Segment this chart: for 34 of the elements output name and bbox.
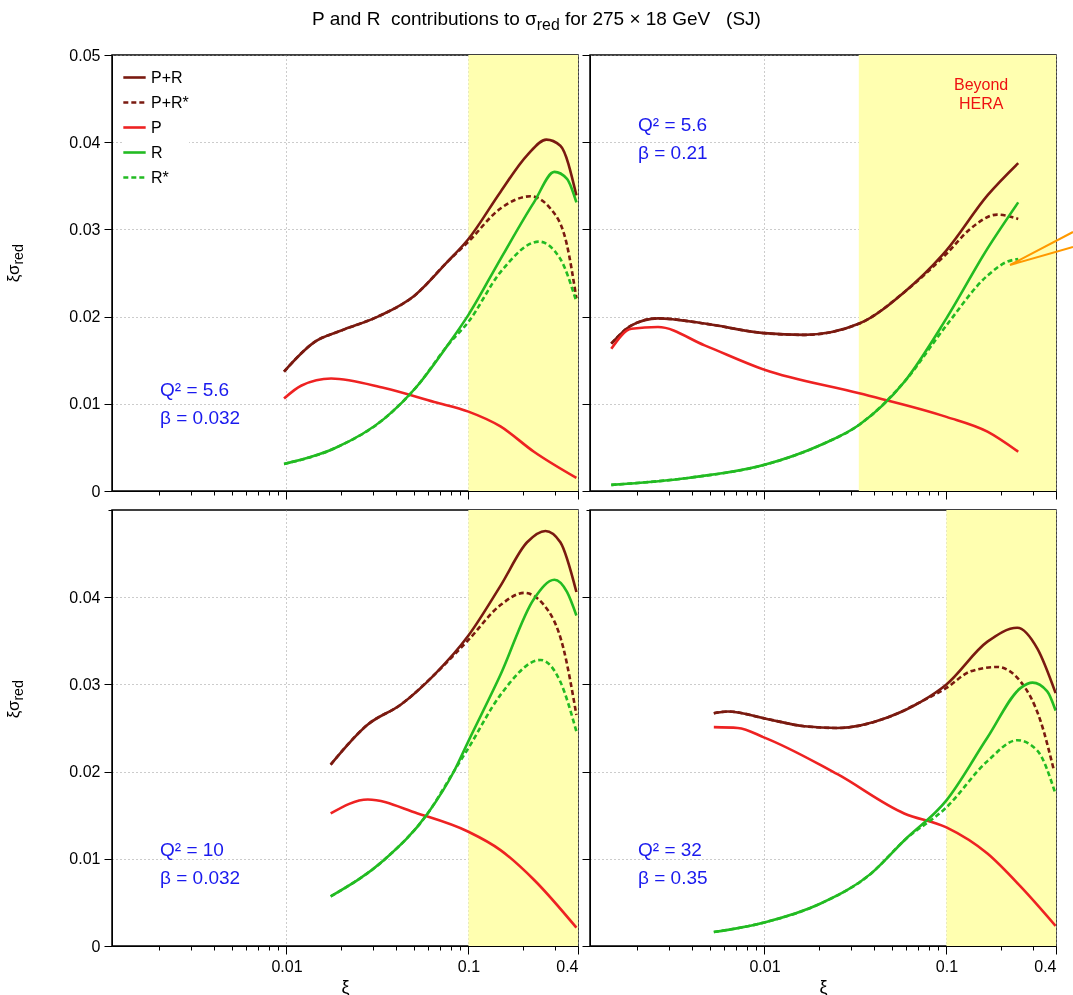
annotation: β = 0.21 (638, 142, 708, 163)
x-tick-label: 0.1 (935, 957, 959, 975)
y-tick-label: 0 (91, 937, 101, 955)
x-axis-title: ξ (341, 976, 350, 995)
annotation: Q² = 10 (160, 839, 224, 860)
y-tick-label: 0.05 (69, 46, 101, 64)
annotation: Q² = 5.6 (638, 114, 708, 135)
band-label: Beyond HERA (953, 76, 1009, 112)
y-tick-label: 0.02 (69, 308, 101, 326)
annotation: Q² = 32 (638, 839, 702, 860)
x-tick-label: 0.1 (457, 957, 481, 975)
annotation: Q² = 5.6 (160, 379, 230, 400)
y-tick-label: 0.03 (69, 220, 101, 238)
x-tick-label: 0.01 (271, 957, 303, 975)
legend-label: P+R* (151, 93, 189, 111)
y-tick-label: 0.03 (69, 675, 101, 693)
y-tick-label: 0.01 (69, 395, 101, 413)
x-tick-label: 0.4 (556, 957, 579, 975)
y-tick-label: 0.02 (69, 763, 101, 781)
legend-label: P (151, 118, 162, 136)
x-axis-title: ξ (819, 976, 828, 995)
y-tick-label: 0.01 (69, 850, 101, 868)
annotation: β = 0.032 (160, 407, 241, 428)
chart-title: P and R contributions to σ$_{red}$ for 275 × 18 GeV (SJ) (311, 8, 762, 34)
x-tick-label: 0.01 (749, 957, 781, 975)
y-tick-label: 0 (91, 482, 101, 500)
legend-label: R* (151, 168, 169, 186)
legend-label: R (151, 143, 163, 161)
y-tick-label: 0.04 (69, 588, 101, 606)
legend-label: P+R (151, 68, 183, 86)
y-tick-label: 0.04 (69, 133, 101, 151)
x-tick-label: 0.4 (1034, 957, 1057, 975)
annotation: β = 0.35 (638, 867, 708, 888)
annotation: β = 0.032 (160, 867, 241, 888)
